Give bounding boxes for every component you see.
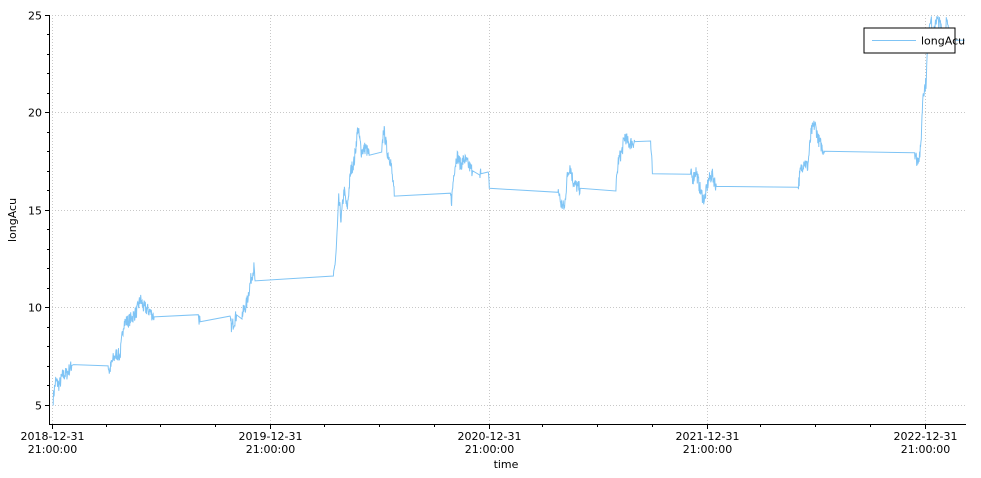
x-tick-label-date-3: 2021-12-31 xyxy=(676,430,740,443)
y-tick-label-25: 25 xyxy=(28,10,42,23)
x-tick-label-time-3: 21:00:00 xyxy=(683,443,732,456)
legend: longAcu xyxy=(863,27,965,54)
y-tick-label-10: 10 xyxy=(28,302,42,315)
x-axis-label: time xyxy=(494,458,519,471)
y-tick-label-15: 15 xyxy=(28,205,42,218)
y-axis-label: longAcu xyxy=(6,198,19,242)
x-tick-label-date-0: 2018-12-31 xyxy=(21,430,85,443)
x-tick-label-time-0: 21:00:00 xyxy=(28,443,77,456)
y-tick-label-20: 20 xyxy=(28,107,42,120)
series-line-longAcu xyxy=(52,16,965,406)
axes xyxy=(45,15,966,429)
y-tick-label-5: 5 xyxy=(35,400,42,413)
x-tick-label-date-4: 2022-12-31 xyxy=(894,430,958,443)
legend-label-longAcu: longAcu xyxy=(921,35,965,48)
x-tick-label-time-1: 21:00:00 xyxy=(246,443,295,456)
tick-labels: 5101520252018-12-3121:00:002019-12-3121:… xyxy=(21,10,958,457)
x-tick-label-time-2: 21:00:00 xyxy=(465,443,514,456)
grid-lines xyxy=(49,15,966,424)
x-tick-label-date-2: 2020-12-31 xyxy=(458,430,522,443)
x-tick-label-date-1: 2019-12-31 xyxy=(239,430,303,443)
x-tick-label-time-4: 21:00:00 xyxy=(901,443,950,456)
